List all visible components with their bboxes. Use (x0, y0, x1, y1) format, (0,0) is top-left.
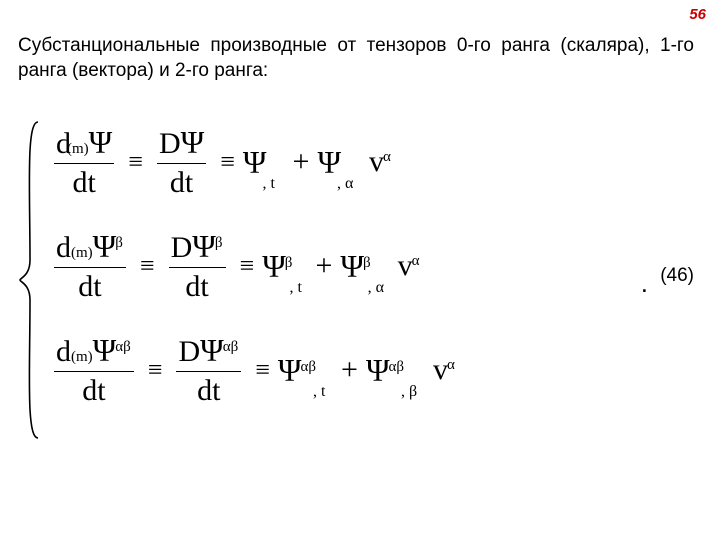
sym-D: D (159, 127, 181, 160)
term-psi-t: Ψ , t (243, 144, 267, 181)
sym-dt: dt (70, 164, 97, 200)
sub-comma-a: , α (337, 175, 353, 193)
sym-psi: Ψ (262, 248, 286, 284)
sym-psi: Ψ (181, 124, 205, 160)
op-ident: ≡ (148, 355, 163, 385)
sup-beta: β (115, 235, 123, 251)
sym-psi: Ψ (192, 228, 216, 264)
op-plus: + (341, 353, 358, 387)
sym-dt: dt (80, 372, 107, 408)
sup-ab: αβ (223, 339, 239, 355)
op-plus: + (293, 145, 310, 179)
term-psi-b-t: Ψβ , t (262, 248, 293, 285)
sym-dt: dt (76, 268, 103, 304)
frac-dm-psi-b: d(m)Ψβ dt (54, 228, 126, 304)
sup-beta: β (363, 255, 371, 271)
sym-v: v (433, 353, 448, 386)
sym-psi: Ψ (93, 228, 117, 264)
sym-psi: Ψ (366, 352, 390, 388)
sym-D: D (178, 335, 200, 368)
frac-dm-psi-ab: d(m)Ψαβ dt (54, 332, 134, 408)
sym-v: v (369, 145, 384, 178)
term-psi-a: Ψ , α (317, 144, 341, 181)
sym-psi: Ψ (278, 352, 302, 388)
term-v-alpha: vα (433, 353, 456, 387)
equation-period: . (641, 268, 648, 299)
sym-psi: Ψ (200, 332, 224, 368)
sym-dt: dt (195, 372, 222, 408)
frac-D-psi-b: DΨβ dt (169, 228, 226, 304)
sup-ab: αβ (301, 359, 317, 375)
sym-m: (m) (71, 349, 93, 365)
equation-rank1: d(m)Ψβ dt ≡ DΨβ dt ≡ Ψβ , t + Ψβ , α (48, 228, 648, 304)
sup-alpha: α (447, 357, 455, 373)
equation-rank2: d(m)Ψαβ dt ≡ DΨαβ dt ≡ Ψαβ , t + Ψαβ , β (48, 332, 648, 408)
sup-beta: β (285, 255, 293, 271)
sub-comma-t: , t (289, 279, 301, 297)
op-ident: ≡ (220, 147, 235, 177)
equation-stack: d(m)Ψ dt ≡ DΨ dt ≡ Ψ , t + Ψ , α vα (48, 110, 648, 436)
sym-D: D (171, 231, 193, 264)
left-brace-icon (18, 120, 44, 440)
sup-alpha: α (412, 253, 420, 269)
term-v-alpha: vα (398, 249, 421, 283)
sup-alpha: α (383, 149, 391, 165)
term-psi-b-a: Ψβ , α (340, 248, 371, 285)
sym-dt: dt (183, 268, 210, 304)
op-ident: ≡ (140, 251, 155, 281)
op-ident: ≡ (255, 355, 270, 385)
term-v-alpha: vα (369, 145, 392, 179)
sym-psi: Ψ (93, 332, 117, 368)
op-ident: ≡ (128, 147, 143, 177)
frac-D-psi: DΨ dt (157, 124, 206, 200)
sym-d: d (56, 231, 71, 264)
sup-ab: αβ (389, 359, 405, 375)
term-psi-ab-b: Ψαβ , β (366, 352, 405, 389)
equation-system: d(m)Ψ dt ≡ DΨ dt ≡ Ψ , t + Ψ , α vα (18, 110, 702, 470)
sup-ab: αβ (115, 339, 131, 355)
equation-number: (46) (660, 265, 694, 287)
equation-rank0: d(m)Ψ dt ≡ DΨ dt ≡ Ψ , t + Ψ , α vα (48, 124, 648, 200)
sup-beta: β (215, 235, 223, 251)
sub-comma-t: , t (313, 383, 325, 401)
frac-dm-psi: d(m)Ψ dt (54, 124, 114, 200)
sym-m: (m) (67, 141, 89, 157)
body-paragraph: Субстанциональные производные от тензоро… (18, 34, 694, 83)
sub-comma-a: , α (368, 279, 384, 297)
frac-D-psi-ab: DΨαβ dt (176, 332, 241, 408)
sym-d: d (56, 335, 71, 368)
sym-dt: dt (168, 164, 195, 200)
sym-v: v (398, 249, 413, 282)
sym-psi: Ψ (89, 124, 113, 160)
sub-comma-b: , β (401, 383, 417, 401)
sym-psi: Ψ (340, 248, 364, 284)
op-plus: + (315, 249, 332, 283)
term-psi-ab-t: Ψαβ , t (278, 352, 317, 389)
page-number: 56 (689, 6, 706, 23)
sym-m: (m) (71, 245, 93, 261)
sub-comma-t: , t (263, 175, 275, 193)
op-ident: ≡ (240, 251, 255, 281)
